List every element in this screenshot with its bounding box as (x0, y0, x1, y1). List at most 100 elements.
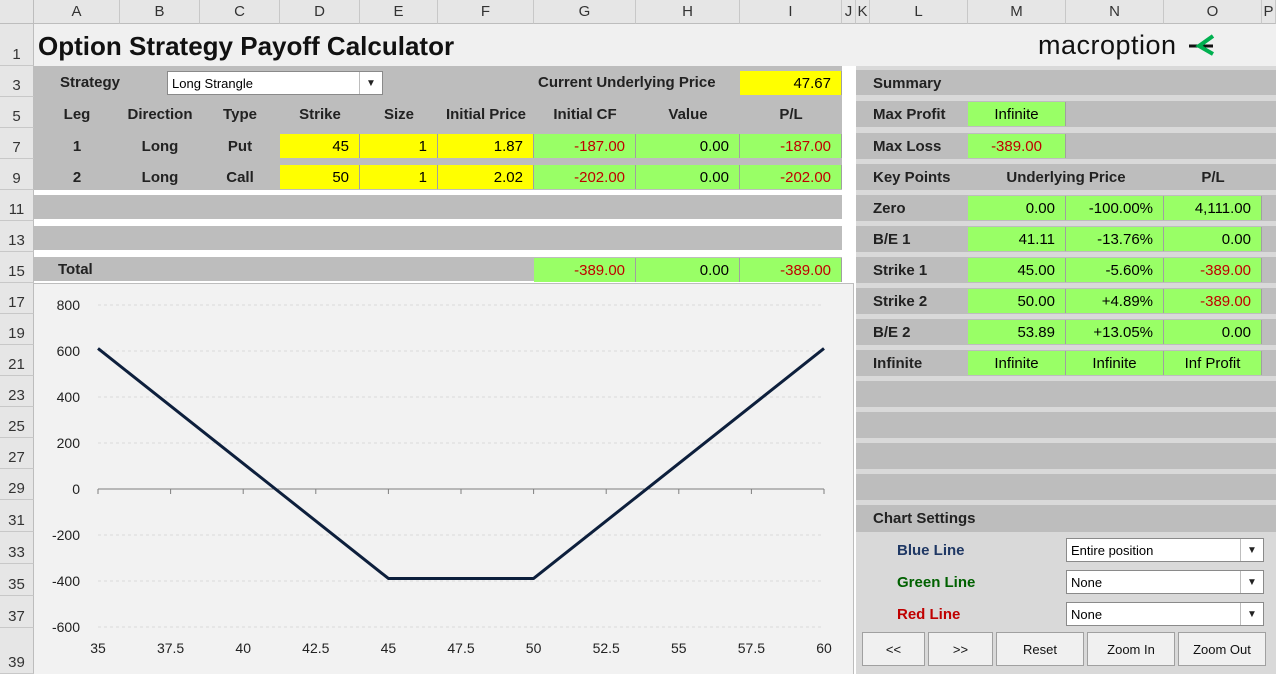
row-header-1[interactable]: 1 (0, 24, 34, 66)
y-tick-label: 0 (72, 481, 80, 497)
row-header-29[interactable]: 29 (0, 469, 34, 500)
leg-2-type[interactable]: Call (226, 168, 254, 186)
column-header-a[interactable]: A (34, 0, 120, 24)
prev-button[interactable]: << (862, 632, 925, 666)
row-header-19[interactable]: 19 (0, 314, 34, 345)
leg-2-strike-input[interactable]: 50 (280, 165, 360, 189)
key-point-pl: 0.00 (1164, 227, 1262, 251)
x-tick-label: 60 (816, 640, 832, 656)
column-header-l[interactable]: L (870, 0, 968, 24)
column-header-h[interactable]: H (636, 0, 740, 24)
leg-2-number: 2 (72, 168, 82, 186)
logo-text: macroption (1038, 29, 1177, 60)
row-header-9[interactable]: 9 (0, 159, 34, 190)
header-pl: P/L (779, 105, 803, 123)
column-header-j[interactable]: J (842, 0, 856, 24)
column-header-p[interactable]: P (1262, 0, 1276, 24)
column-header-i[interactable]: I (740, 0, 842, 24)
row-header-37[interactable]: 37 (0, 596, 34, 628)
column-header-n[interactable]: N (1066, 0, 1164, 24)
row-header-27[interactable]: 27 (0, 438, 34, 469)
row-header-7[interactable]: 7 (0, 128, 34, 159)
column-header-k[interactable]: K (856, 0, 870, 24)
column-header-d[interactable]: D (280, 0, 360, 24)
y-tick-label: -400 (52, 573, 80, 589)
header-strike: Strike (299, 105, 341, 123)
row-header-5[interactable]: 5 (0, 97, 34, 128)
column-header-m[interactable]: M (968, 0, 1066, 24)
leg-1-type[interactable]: Put (227, 137, 253, 155)
empty-band (856, 443, 1276, 469)
title-row (34, 24, 1276, 66)
empty-row-13 (34, 226, 842, 250)
column-header-c[interactable]: C (200, 0, 280, 24)
leg-2-direction[interactable]: Long (141, 168, 179, 186)
underlying-price-input[interactable]: 47.67 (740, 71, 842, 95)
row-header-31[interactable]: 31 (0, 500, 34, 532)
header-direction: Direction (127, 105, 193, 123)
legs-header-row (34, 97, 842, 128)
row-header-17[interactable]: 17 (0, 283, 34, 314)
x-tick-label: 37.5 (157, 640, 184, 656)
leg-1-number: 1 (72, 137, 82, 155)
column-header-o[interactable]: O (1164, 0, 1262, 24)
zoom-in-button[interactable]: Zoom In (1087, 632, 1175, 666)
leg-2-value: 0.00 (636, 165, 740, 189)
leg-1-strike-input[interactable]: 45 (280, 134, 360, 158)
column-header-f[interactable]: F (438, 0, 534, 24)
select-all-corner[interactable] (0, 0, 34, 24)
row-header-21[interactable]: 21 (0, 345, 34, 376)
chevron-down-icon[interactable]: ▼ (1240, 603, 1263, 625)
leg-1-direction[interactable]: Long (141, 137, 179, 155)
chevron-down-icon[interactable]: ▼ (1240, 571, 1263, 593)
row-header-35[interactable]: 35 (0, 564, 34, 596)
key-point-label: Strike 1 (873, 261, 928, 279)
payoff-chart[interactable]: 800 600 400 200 0 -200 -400 -600 35 37.5 40 42.5 45 4… (34, 283, 854, 674)
row-header-13[interactable]: 13 (0, 221, 34, 252)
row-header-23[interactable]: 23 (0, 376, 34, 407)
key-point-pl: 4,111.00 (1164, 196, 1262, 220)
next-button[interactable]: >> (928, 632, 993, 666)
row-header-39[interactable]: 39 (0, 628, 34, 674)
total-value: 0.00 (636, 258, 740, 282)
column-header-e[interactable]: E (360, 0, 438, 24)
strategy-row (34, 66, 842, 97)
reset-button[interactable]: Reset (996, 632, 1084, 666)
leg-2-pl: -202.00 (740, 165, 842, 189)
max-profit-row (856, 101, 1276, 127)
green-line-dropdown[interactable]: None ▼ (1066, 570, 1264, 594)
key-point-label: Infinite (873, 354, 923, 372)
column-header-g[interactable]: G (534, 0, 636, 24)
row-header-33[interactable]: 33 (0, 532, 34, 564)
strategy-value: Long Strangle (172, 75, 253, 91)
row-header-3[interactable]: 3 (0, 66, 34, 97)
column-header-b[interactable]: B (120, 0, 200, 24)
key-point-pl: 0.00 (1164, 320, 1262, 344)
red-line-value: None (1071, 606, 1103, 622)
row-header-11[interactable]: 11 (0, 190, 34, 221)
chevron-down-icon[interactable]: ▼ (359, 72, 382, 94)
header-type: Type (223, 105, 257, 123)
leg-2-price-input[interactable]: 2.02 (438, 165, 534, 189)
row-header-15[interactable]: 15 (0, 252, 34, 283)
leg-1-price-input[interactable]: 1.87 (438, 134, 534, 158)
key-point-price: 45.00 (968, 258, 1066, 282)
y-tick-label: -600 (52, 619, 80, 635)
key-point-label: Zero (873, 199, 906, 217)
key-point-pct: -100.00% (1066, 196, 1164, 220)
zoom-out-button[interactable]: Zoom Out (1178, 632, 1266, 666)
header-initial-price: Initial Price (445, 105, 527, 123)
blue-line-dropdown[interactable]: Entire position ▼ (1066, 538, 1264, 562)
leg-2-size-input[interactable]: 1 (360, 165, 438, 189)
key-points-pl-header: P/L (1201, 168, 1225, 186)
strategy-dropdown[interactable]: Long Strangle ▼ (167, 71, 383, 95)
leg-2-initial-cf: -202.00 (534, 165, 636, 189)
red-line-dropdown[interactable]: None ▼ (1066, 602, 1264, 626)
leg-1-initial-cf: -187.00 (534, 134, 636, 158)
key-point-pl: -389.00 (1164, 289, 1262, 313)
row-header-25[interactable]: 25 (0, 407, 34, 438)
chevron-down-icon[interactable]: ▼ (1240, 539, 1263, 561)
leg-1-size-input[interactable]: 1 (360, 134, 438, 158)
key-point-price: 53.89 (968, 320, 1066, 344)
page-title: Option Strategy Payoff Calculator (38, 30, 455, 61)
